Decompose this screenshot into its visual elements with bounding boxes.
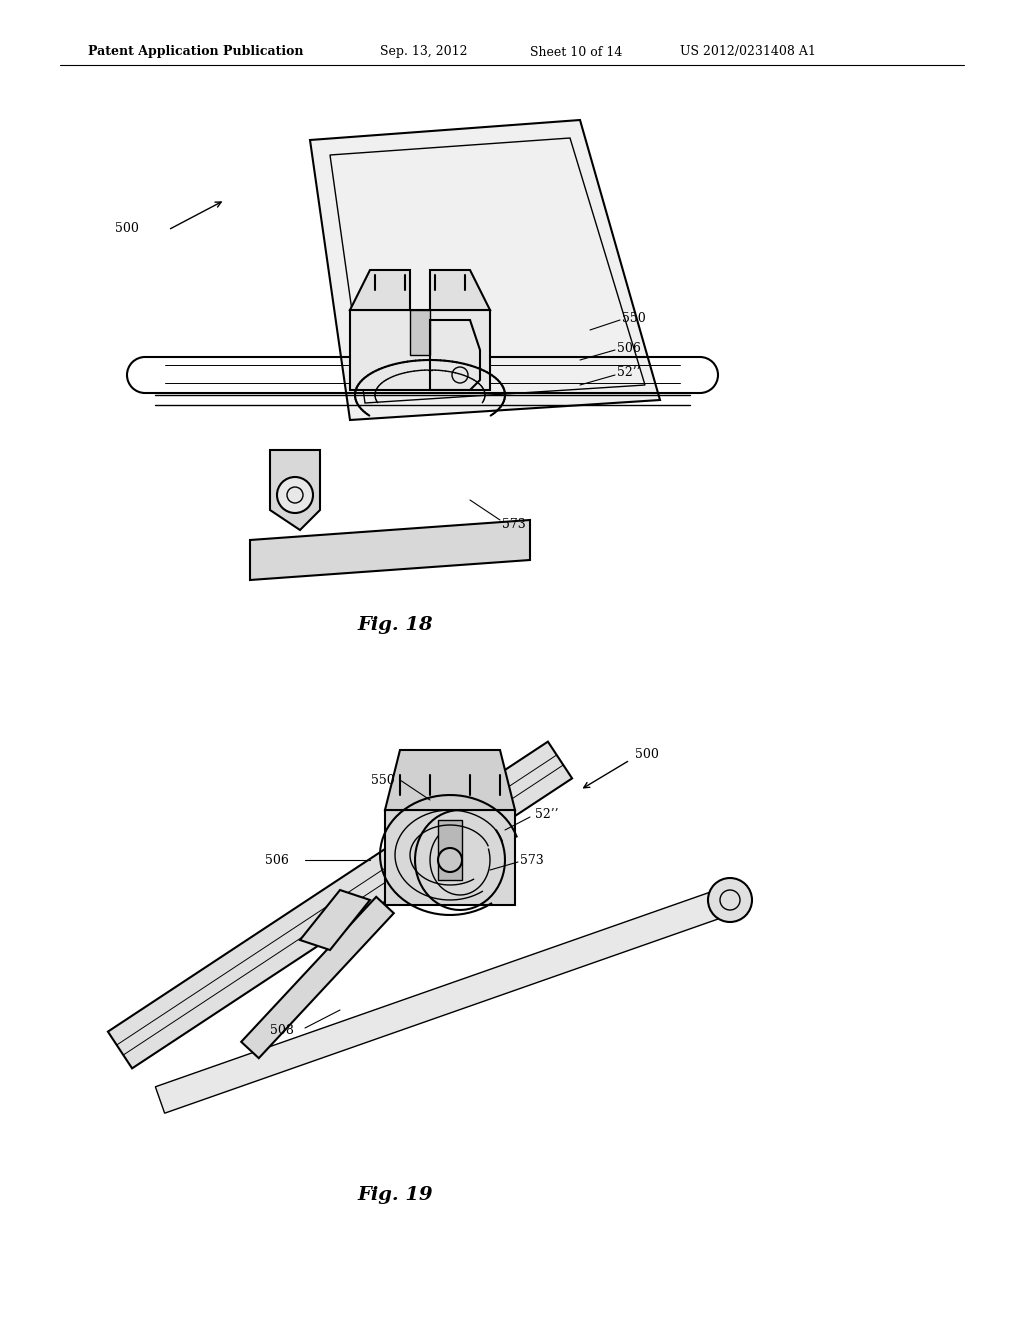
Polygon shape [430, 271, 490, 310]
Text: 500: 500 [635, 748, 658, 762]
Polygon shape [410, 310, 430, 355]
Text: 508: 508 [270, 1023, 294, 1036]
Polygon shape [156, 887, 734, 1113]
Polygon shape [242, 896, 394, 1059]
Polygon shape [385, 810, 515, 906]
Polygon shape [350, 271, 410, 310]
Polygon shape [438, 820, 462, 880]
Polygon shape [300, 890, 370, 950]
Text: Sep. 13, 2012: Sep. 13, 2012 [380, 45, 468, 58]
Polygon shape [270, 450, 319, 531]
Text: 573: 573 [502, 519, 525, 532]
Text: 52’’: 52’’ [535, 808, 558, 821]
Circle shape [708, 878, 752, 921]
Text: 573: 573 [520, 854, 544, 866]
Polygon shape [385, 750, 515, 810]
Polygon shape [108, 742, 572, 1068]
Circle shape [438, 847, 462, 873]
Polygon shape [310, 120, 660, 420]
Text: 52’’: 52’’ [617, 367, 640, 380]
Polygon shape [350, 310, 490, 389]
Text: 500: 500 [115, 222, 139, 235]
Text: 550: 550 [622, 312, 646, 325]
Text: 550: 550 [372, 774, 395, 787]
Circle shape [278, 477, 313, 513]
Text: Fig. 18: Fig. 18 [357, 616, 433, 634]
Text: Patent Application Publication: Patent Application Publication [88, 45, 303, 58]
Text: Sheet 10 of 14: Sheet 10 of 14 [530, 45, 623, 58]
Text: 506: 506 [617, 342, 641, 355]
Text: 506: 506 [265, 854, 289, 866]
Text: Fig. 19: Fig. 19 [357, 1185, 433, 1204]
Polygon shape [250, 520, 530, 579]
Text: US 2012/0231408 A1: US 2012/0231408 A1 [680, 45, 816, 58]
